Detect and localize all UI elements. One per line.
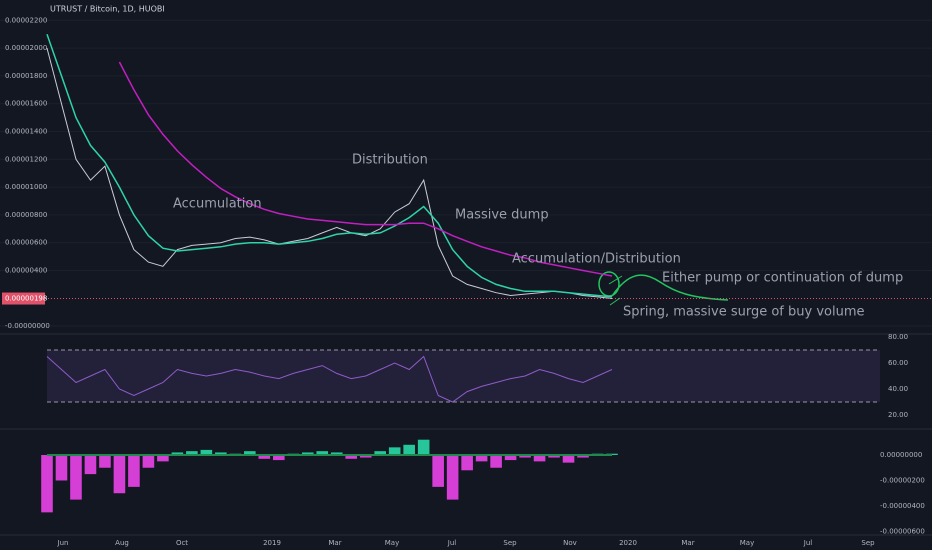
y-tick-label: 40.00 — [888, 385, 908, 393]
macd-bar — [171, 452, 184, 455]
macd-bar — [432, 454, 444, 487]
macd-bar — [403, 444, 415, 455]
y-tick-label: -0.00000600 — [880, 527, 925, 535]
macd-bar — [244, 451, 256, 455]
rsi-line — [46, 355, 613, 403]
y-tick-label: 0.00000000 — [880, 451, 922, 459]
annotation: Accumulation/Distribution — [512, 252, 681, 267]
x-tick-label: Jun — [57, 539, 69, 547]
macd-bar — [519, 454, 531, 458]
y-tick-label: 0.00001200 — [5, 155, 47, 163]
rsi-band — [47, 349, 880, 402]
macd-bar — [258, 454, 271, 459]
macd-bar — [157, 454, 169, 462]
macd-bar — [128, 454, 140, 487]
y-tick-label: 0.00001000 — [5, 183, 47, 191]
x-tick-label: 2020 — [619, 539, 637, 547]
x-tick-label: Jul — [803, 539, 813, 547]
price-line — [118, 61, 613, 277]
y-tick-label: -0.00000000 — [5, 322, 50, 330]
annotation: Either pump or continuation of dump — [662, 271, 903, 286]
macd-bar — [388, 447, 401, 455]
macd-bar — [301, 452, 314, 455]
x-tick-label: Sep — [861, 539, 875, 547]
y-tick-label: 0.00001600 — [5, 100, 47, 108]
macd-bar — [99, 454, 111, 468]
x-tick-label: Sep — [503, 539, 517, 547]
annotation: Massive dump — [455, 208, 549, 223]
macd-bar — [215, 452, 227, 455]
macd-bar — [548, 454, 560, 458]
macd-bar — [186, 451, 198, 455]
x-tick-label: 2019 — [263, 539, 281, 547]
last-price-label: 0.00000198 — [5, 295, 47, 303]
annotation: Spring, massive surge of buy volume — [623, 305, 864, 320]
annotation: Distribution — [352, 153, 428, 168]
macd-bar — [490, 454, 502, 468]
macd-bar — [200, 449, 213, 455]
macd-bar — [330, 452, 343, 455]
macd-bar — [113, 454, 126, 494]
y-tick-label: 20.00 — [888, 411, 908, 419]
macd-bar — [359, 454, 372, 458]
macd-bar — [374, 451, 386, 455]
macd-bar — [446, 454, 459, 500]
macd-bar — [345, 454, 358, 459]
spring-pointer — [609, 297, 621, 306]
macd-bar — [273, 454, 285, 461]
x-tick-label: Mar — [328, 539, 341, 547]
x-tick-label: Mar — [681, 539, 694, 547]
macd-bar — [475, 454, 488, 462]
y-tick-label: -0.00000400 — [880, 502, 925, 510]
x-tick-label: Oct — [176, 539, 188, 547]
projection-drawing — [611, 274, 729, 301]
macd-bar — [461, 454, 473, 471]
chart-title: UTRUST / Bitcoin, 1D, HUOBI — [50, 5, 165, 14]
y-tick-label: 0.00000800 — [5, 211, 47, 219]
y-tick-label: -0.00000200 — [880, 476, 925, 484]
price-line — [46, 33, 613, 298]
price-line — [46, 47, 613, 299]
macd-bar — [84, 454, 97, 475]
macd-bar — [316, 451, 329, 455]
x-tick-label: May — [385, 539, 399, 547]
y-tick-label: 0.00001400 — [5, 127, 47, 135]
macd-bar — [417, 439, 430, 455]
x-tick-label: Jul — [447, 539, 457, 547]
macd-bar — [142, 454, 155, 468]
macd-bar — [504, 454, 517, 461]
y-tick-label: 80.00 — [888, 333, 908, 341]
macd-bar — [41, 454, 53, 513]
y-tick-label: 0.00000600 — [5, 239, 47, 247]
circle-connector — [608, 275, 623, 285]
y-tick-label: 60.00 — [888, 359, 908, 367]
x-tick-label: Aug — [115, 539, 129, 547]
y-tick-label: 0.00001800 — [5, 72, 47, 80]
macd-bar — [562, 454, 575, 463]
x-tick-label: May — [740, 539, 754, 547]
y-tick-label: 0.00000400 — [5, 266, 47, 274]
macd-bar — [533, 454, 546, 462]
y-tick-label: 0.00002000 — [5, 44, 47, 52]
annotation: Accumulation — [173, 197, 262, 212]
y-tick-label: 0.00002200 — [5, 16, 47, 24]
macd-bar — [70, 454, 82, 500]
macd-bar — [577, 454, 589, 458]
last-price-tag — [2, 292, 45, 305]
macd-bar — [55, 454, 68, 481]
x-tick-label: Nov — [563, 539, 577, 547]
